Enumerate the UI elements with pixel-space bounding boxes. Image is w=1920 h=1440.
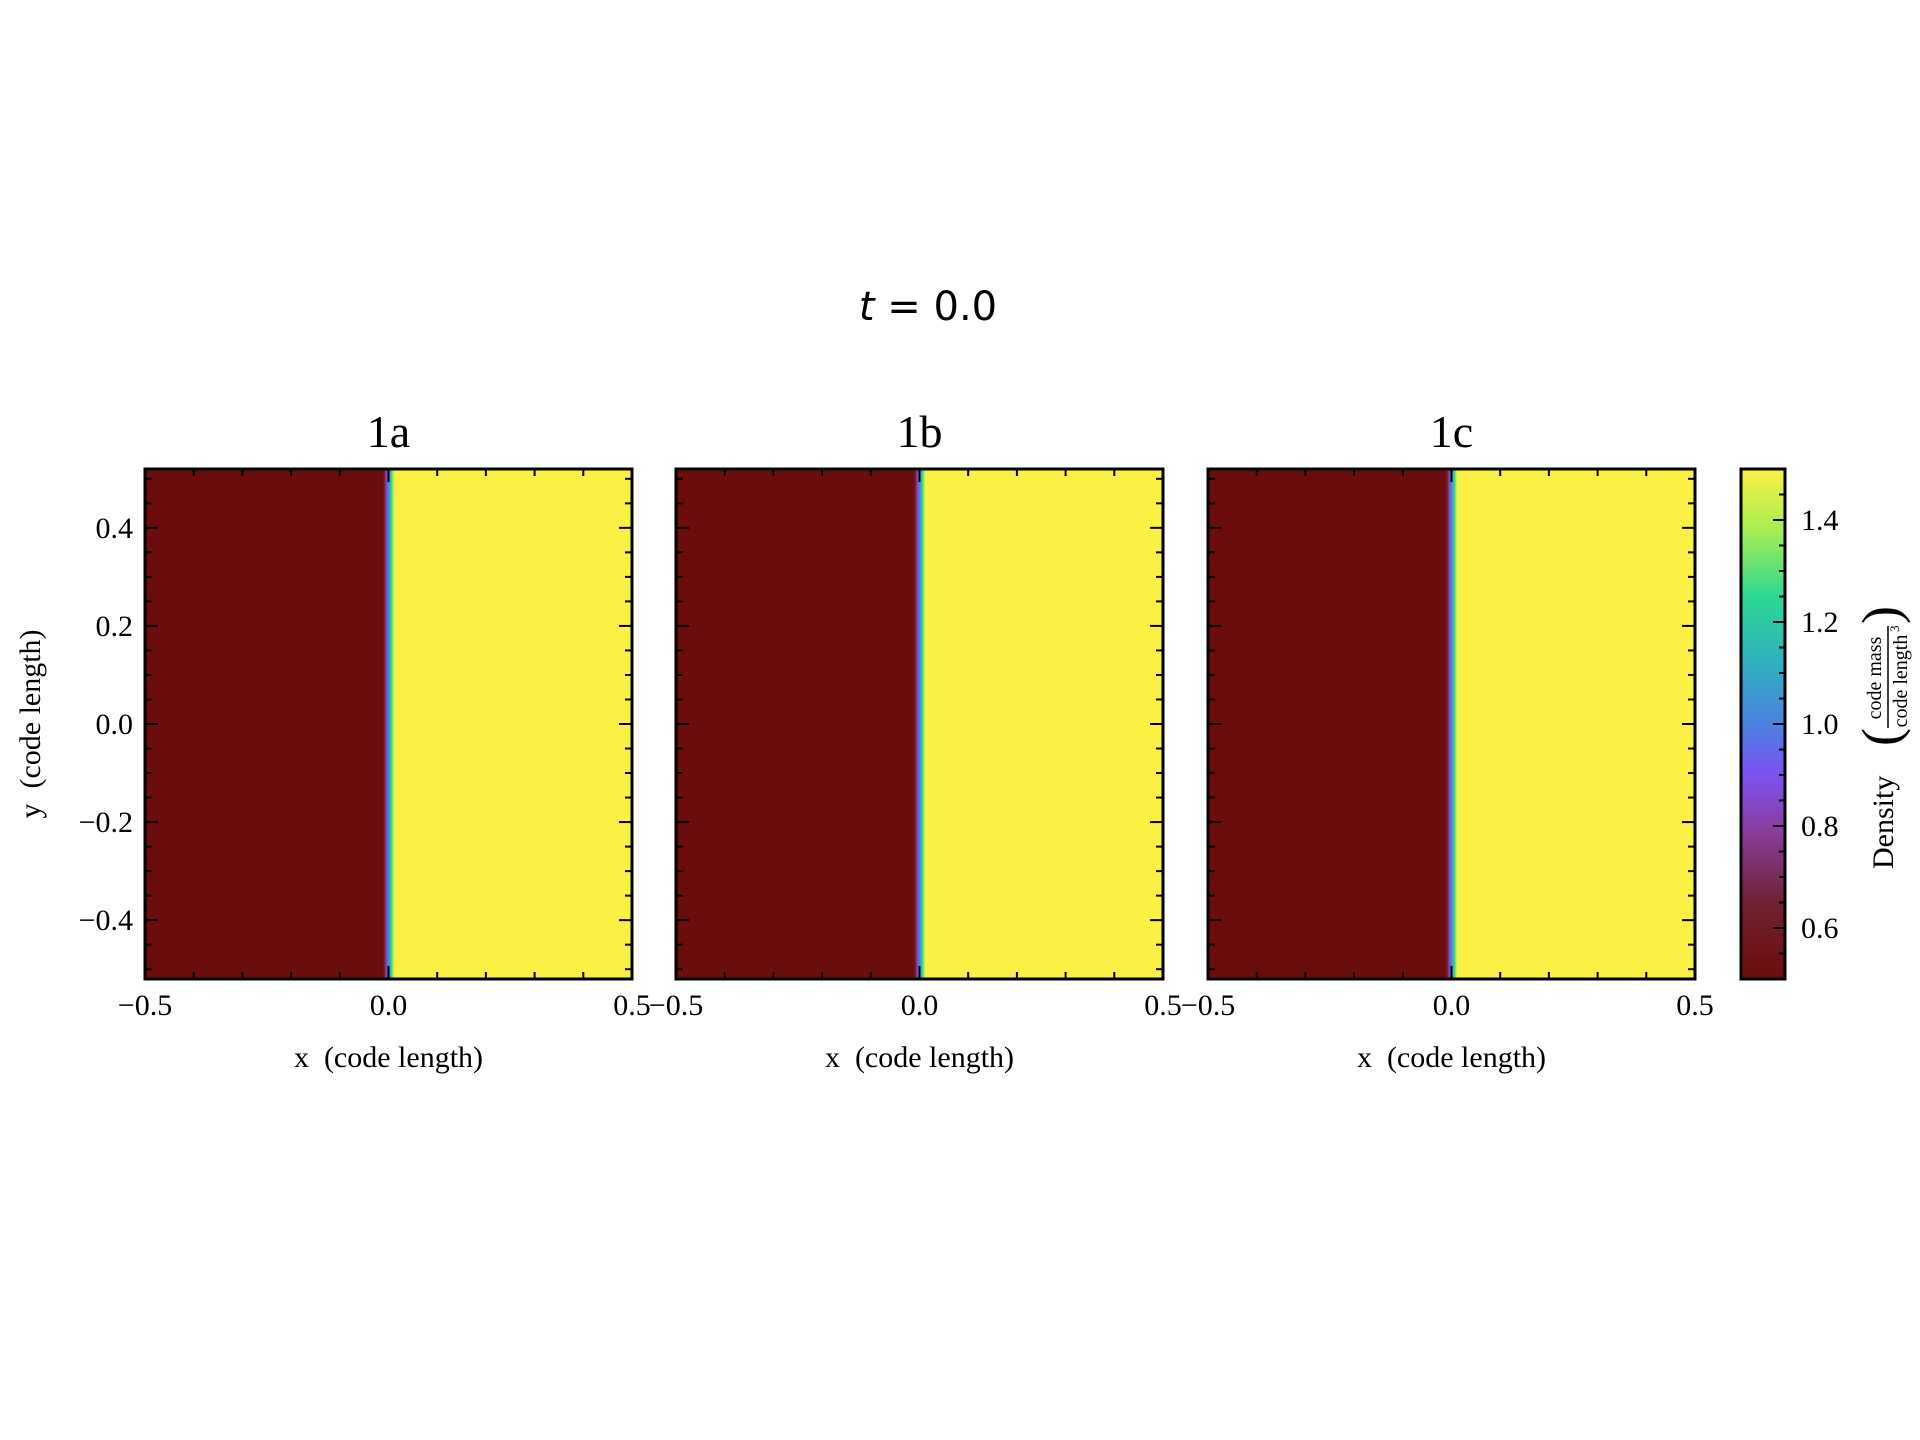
colorbar-unit-paren-open: ( xyxy=(1851,728,1911,746)
figure-suptitle: t = 0.0 xyxy=(859,284,997,330)
x-axis-label: x (code length) xyxy=(1357,1041,1546,1074)
density-interface xyxy=(913,469,926,979)
x-tick-label: 0.5 xyxy=(1676,989,1714,1022)
colorbar-tick-label: 0.6 xyxy=(1801,912,1839,945)
colorbar-tick-label: 0.8 xyxy=(1801,810,1839,843)
panel-1c: −0.5 0.0 0.5 1c x (code length) xyxy=(1181,406,1714,1074)
density-region-right xyxy=(388,469,632,979)
panels: −0.5 0.0 0.5 −0.4 −0.2 0.0 0.2 0.4 1a x (code len… xyxy=(14,406,1714,1074)
density-region-right xyxy=(1451,469,1695,979)
x-tick-label: 0.5 xyxy=(1144,989,1182,1022)
density-region-left xyxy=(676,469,920,979)
density-region-left xyxy=(145,469,389,979)
x-axis-label: x (code length) xyxy=(294,1041,483,1074)
panel-title: 1b xyxy=(897,406,943,457)
colorbar-unit-numerator: code mass xyxy=(1864,636,1886,719)
x-tick-label: −0.5 xyxy=(649,989,703,1022)
colorbar-label: Density ( code mass code length 3) xyxy=(1851,606,1912,869)
x-tick-label: 0.0 xyxy=(901,989,939,1022)
panel-1b: −0.5 0.0 0.5 1b x (code length) xyxy=(649,406,1182,1074)
x-tick-label: 0.0 xyxy=(370,989,408,1022)
panel-1a: −0.5 0.0 0.5 −0.4 −0.2 0.0 0.2 0.4 1a x (code len… xyxy=(14,406,651,1074)
y-tick-label: −0.4 xyxy=(79,904,133,937)
y-tick-label: −0.2 xyxy=(79,806,133,839)
colorbar-unit-denominator: code length xyxy=(1890,635,1912,728)
colorbar-tick-label: 1.0 xyxy=(1801,708,1839,741)
colorbar-unit-paren-close: ) xyxy=(1851,606,1911,624)
x-tick-label: −0.5 xyxy=(118,989,172,1022)
density-interface xyxy=(382,469,395,979)
colorbar-tick-label: 1.2 xyxy=(1801,606,1839,639)
panel-title: 1a xyxy=(367,406,410,457)
colorbar-unit-exponent: 3 xyxy=(1887,626,1902,633)
y-axis-label: y (code length) xyxy=(14,629,47,818)
y-tick-label: 0.2 xyxy=(96,610,134,643)
density-region-left xyxy=(1208,469,1452,979)
density-region-right xyxy=(919,469,1163,979)
colorbar-label-text: Density xyxy=(1867,776,1900,869)
y-tick-label: 0.4 xyxy=(96,512,134,545)
x-tick-label: 0.5 xyxy=(613,989,651,1022)
panel-title: 1c xyxy=(1430,406,1473,457)
x-tick-label: 0.0 xyxy=(1433,989,1471,1022)
density-interface xyxy=(1445,469,1458,979)
colorbar: 0.6 0.8 1.0 1.2 1.4 Density ( code mass code len… xyxy=(1739,467,1912,981)
colorbar-tick-label: 1.4 xyxy=(1801,504,1839,537)
y-tick-label: 0.0 xyxy=(96,708,134,741)
x-axis-label: x (code length) xyxy=(825,1041,1014,1074)
x-tick-label: −0.5 xyxy=(1181,989,1235,1022)
